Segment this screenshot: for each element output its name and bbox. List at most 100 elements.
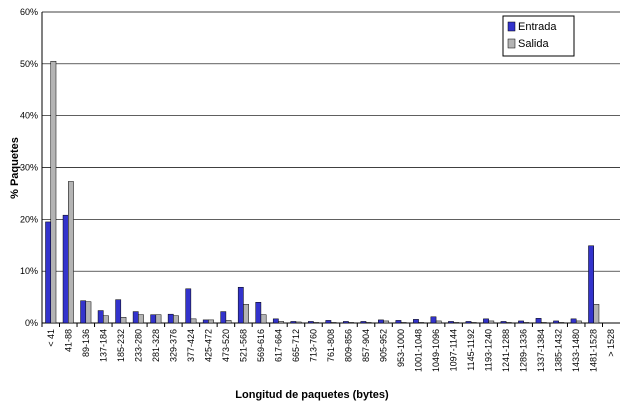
- x-tick-label: 809-856: [344, 329, 354, 362]
- bar: [448, 321, 454, 324]
- bar: [190, 318, 197, 324]
- x-tick-label: 1193-1240: [484, 329, 494, 371]
- y-tick-label: 0%: [25, 318, 38, 328]
- bar: [558, 322, 565, 324]
- x-tick-label: 713-760: [308, 329, 318, 362]
- bar: [307, 321, 314, 324]
- bar: [167, 313, 174, 324]
- legend-swatch: [507, 38, 516, 49]
- bar: [272, 318, 279, 324]
- x-tick-label: 377-424: [186, 329, 196, 362]
- bar: [202, 319, 209, 324]
- x-tick-label: 1289-1336: [519, 329, 529, 372]
- x-tick-label: 1241-1288: [501, 329, 511, 372]
- y-tick-label: 30%: [20, 163, 38, 173]
- bar: [155, 314, 162, 324]
- bar: [50, 60, 57, 324]
- x-tick-label: 1337-1384: [536, 329, 546, 372]
- x-tick-label: 233-280: [133, 329, 143, 362]
- x-tick-label: 761-808: [326, 329, 336, 362]
- x-tick-label: < 41: [46, 329, 56, 347]
- bar: [553, 320, 559, 324]
- bar: [430, 316, 437, 324]
- bar: [225, 320, 232, 324]
- bar: [330, 322, 337, 324]
- bar: [120, 317, 127, 324]
- bar: [505, 322, 512, 324]
- bar: [360, 321, 367, 324]
- bar: [313, 322, 319, 324]
- x-tick-label: > 1528: [606, 329, 616, 357]
- bar: [220, 311, 227, 324]
- x-tick-label: 1145-1192: [466, 329, 476, 371]
- bar: [103, 315, 109, 324]
- bar: [465, 321, 472, 324]
- bar: [290, 321, 297, 324]
- legend-swatch: [507, 21, 516, 32]
- bar: [518, 320, 524, 324]
- bar: [173, 315, 179, 324]
- x-tick-label: 329-376: [168, 329, 178, 362]
- bar: [45, 221, 52, 324]
- x-tick-label: 1097-1144: [449, 329, 459, 371]
- bar: [325, 320, 332, 324]
- bar: [575, 320, 582, 324]
- bar: [278, 321, 284, 324]
- bar: [395, 320, 402, 324]
- bar: [383, 320, 390, 324]
- bar: [378, 319, 384, 324]
- x-tick-label: 425-472: [203, 329, 213, 362]
- x-tick-label: 89-136: [81, 329, 91, 357]
- bar: [570, 318, 577, 324]
- x-tick-label: 1001-1048: [414, 329, 424, 372]
- bar: [208, 319, 214, 324]
- bar: [418, 322, 425, 324]
- bar: [453, 322, 460, 324]
- x-tick-label: 521-568: [238, 329, 248, 362]
- x-tick-label: 281-328: [151, 329, 161, 362]
- bar: [150, 314, 157, 324]
- y-tick-label: 10%: [20, 266, 38, 276]
- legend-label: Salida: [518, 38, 549, 50]
- y-axis-label: % Paquetes: [9, 137, 21, 199]
- x-tick-label: 1481-1528: [589, 329, 599, 372]
- x-tick-label: 617-664: [273, 329, 283, 362]
- bar: [62, 214, 69, 324]
- bar: [365, 322, 372, 324]
- bar: [483, 318, 489, 324]
- bar: [295, 321, 302, 324]
- bar: [132, 311, 139, 324]
- x-tick-label: 1433-1480: [571, 329, 581, 372]
- bar: [255, 302, 262, 324]
- y-tick-label: 40%: [20, 111, 38, 121]
- bar: [85, 301, 92, 324]
- bar: [435, 320, 442, 324]
- bar: [588, 245, 594, 324]
- y-tick-label: 50%: [20, 59, 38, 69]
- x-tick-label: 1049-1096: [431, 329, 441, 372]
- bar: [260, 314, 267, 324]
- legend-label: Entrada: [518, 21, 557, 33]
- bar: [488, 320, 495, 324]
- bar: [237, 286, 244, 324]
- x-tick-label: 857-904: [361, 329, 371, 362]
- bar: [400, 322, 407, 324]
- bar: [535, 318, 542, 324]
- x-tick-label: 185-232: [116, 329, 126, 362]
- x-tick-label: 41-88: [63, 329, 73, 352]
- bar: [343, 321, 349, 324]
- y-tick-label: 20%: [20, 214, 38, 224]
- x-tick-label: 665-712: [291, 329, 301, 362]
- y-tick-label: 60%: [20, 7, 38, 17]
- bar: [470, 322, 477, 324]
- bar: [348, 322, 355, 324]
- bar: [500, 321, 507, 324]
- bar: [115, 299, 122, 324]
- bar: [540, 322, 547, 324]
- bar: [138, 314, 144, 324]
- x-tick-label: 953-1000: [396, 329, 406, 367]
- bar: [80, 300, 87, 324]
- x-tick-label: 473-520: [221, 329, 231, 362]
- bar: [413, 319, 419, 324]
